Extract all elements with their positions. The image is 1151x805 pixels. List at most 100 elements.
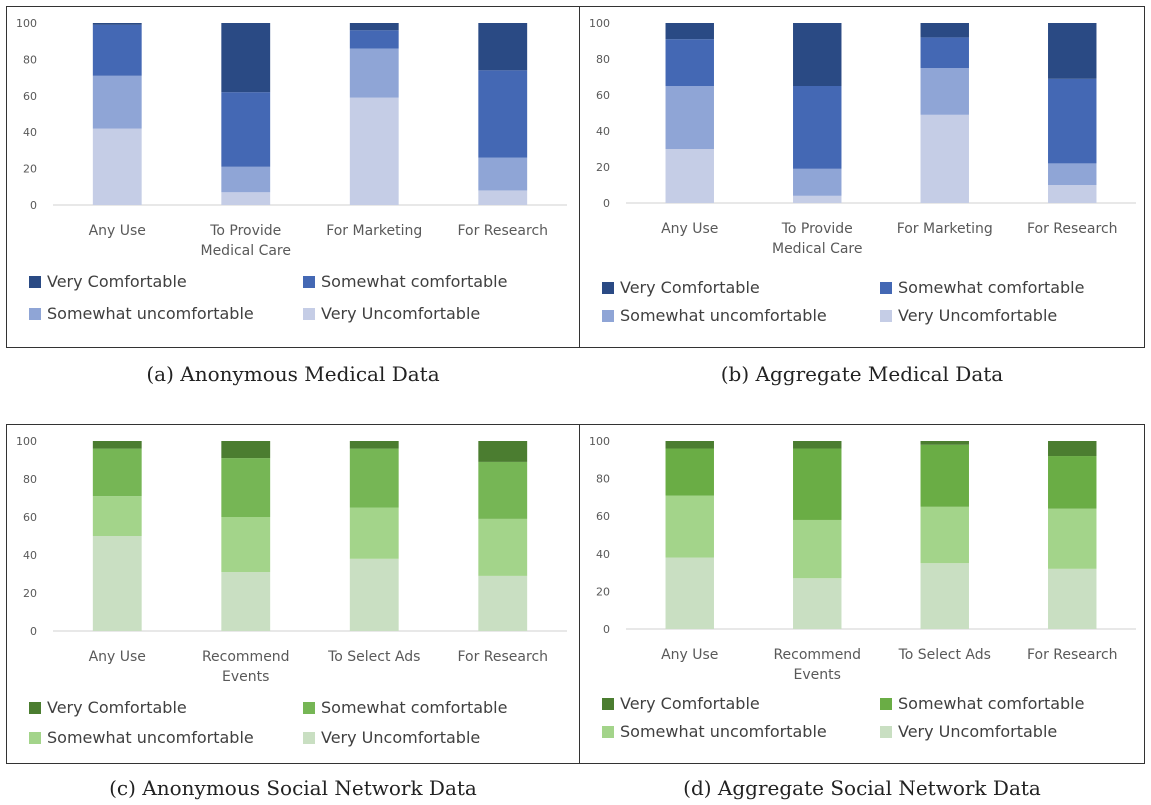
y-tick-label: 100 [589,435,610,448]
legend-label: Somewhat comfortable [898,278,1084,297]
x-tick-label: For Research [457,223,548,239]
legend-label: Somewhat uncomfortable [47,728,254,747]
x-tick-label: Events [222,669,269,685]
y-tick-label: 100 [16,435,37,448]
bar-segment [478,190,528,205]
bar-segment [478,23,528,71]
bar-segment [349,558,399,631]
bar-segment [92,496,142,536]
x-tick-label: Any Use [89,649,146,665]
x-tick-label: To Provide [781,221,853,237]
legend-swatch [602,310,614,322]
bar-segment [349,507,399,559]
legend-swatch [303,308,315,320]
bar-segment [665,441,714,449]
legend-swatch [602,698,614,710]
bar-segment [92,536,142,631]
y-tick-label: 60 [23,90,37,103]
y-tick-label: 40 [23,549,37,562]
legend-swatch [303,732,315,744]
y-tick-label: 40 [596,125,610,138]
legend-label: Very Uncomfortable [321,728,480,747]
legend-label: Very Comfortable [620,694,760,713]
bar-segment [920,114,969,203]
y-tick-label: 0 [30,625,37,638]
legend-swatch [29,276,41,288]
y-tick-label: 0 [603,197,610,210]
legend-swatch [303,276,315,288]
bar-segment [349,448,399,508]
chart-panel-a: 0 20 40 60 80 100 Any Use To Provide Medical Car… [6,6,580,348]
bar-segment [221,517,271,573]
bar-segment [793,23,842,86]
caption-b: (b) Aggregate Medical Data [720,362,1004,386]
bar-segment [221,166,271,193]
bar-segment [920,23,969,38]
bar-segment [793,441,842,449]
bar-segment [92,24,142,76]
caption-a: (a) Anonymous Medical Data [146,362,440,386]
bar-segment [92,75,142,129]
legend-swatch [880,310,892,322]
legend-swatch [602,726,614,738]
bar-segment [478,461,528,519]
bar-segment [92,448,142,497]
y-tick-label: 100 [16,17,37,30]
bar-segment [349,97,399,205]
y-tick-label: 0 [603,623,610,636]
bar-segment [665,149,714,203]
legend-swatch [880,282,892,294]
chart-b-svg: 0 20 40 60 80 100 Any Use To Provide Medical Car… [589,17,1136,325]
bar-segment [221,572,271,631]
bar-segment [349,30,399,49]
legend-label: Very Uncomfortable [898,722,1057,741]
bar-segment [349,23,399,31]
y-tick-label: 60 [23,511,37,524]
bar-segment [478,518,528,576]
legend-label: Somewhat uncomfortable [620,306,827,325]
y-tick-label: 0 [30,199,37,212]
y-tick-label: 20 [596,161,610,174]
bar-segment [1048,185,1097,203]
bar-segment [1048,508,1097,569]
x-tick-label: For Research [1027,647,1118,663]
bar-segment [92,23,142,25]
chart-c-svg: 0 20 40 60 80 100 Any Use Recommend Events To Sel… [16,435,567,747]
caption-d: (d) Aggregate Social Network Data [683,776,1041,800]
x-tick-label: For Research [457,649,548,665]
legend-label: Very Uncomfortable [321,304,480,323]
legend-swatch [880,698,892,710]
bar-segment [478,70,528,158]
bar-segment [793,168,842,196]
bar-segment [793,578,842,629]
y-tick-label: 60 [596,510,610,523]
bar-segment [793,86,842,169]
bar-segment [1048,456,1097,509]
legend-swatch [303,702,315,714]
x-tick-label: Any Use [89,223,146,239]
bar-segment [793,519,842,579]
legend-label: Very Comfortable [620,278,760,297]
legend-label: Somewhat comfortable [321,698,507,717]
x-tick-label: To Select Ads [898,647,991,663]
bar-segment [221,92,271,167]
x-tick-label: Any Use [661,221,718,237]
bar-segment [221,23,271,93]
chart-panel-d: 0 20 40 60 80 100 Any Use Recommend Events To Sel… [579,424,1145,764]
bar-segment [920,506,969,564]
bar-segment [665,39,714,86]
y-tick-label: 100 [589,17,610,30]
bar-segment [920,37,969,68]
bar-segment [478,441,528,462]
x-tick-label: Medical Care [772,241,863,257]
bar-segment [1048,163,1097,185]
bar-segment [665,495,714,558]
legend-swatch [29,308,41,320]
y-tick-label: 80 [23,473,37,486]
bar-segment [665,23,714,40]
legend-label: Somewhat uncomfortable [47,304,254,323]
x-tick-label: To Select Ads [327,649,420,665]
bar-segment [221,458,271,517]
y-tick-label: 80 [596,473,610,486]
bar-segment [92,441,142,449]
